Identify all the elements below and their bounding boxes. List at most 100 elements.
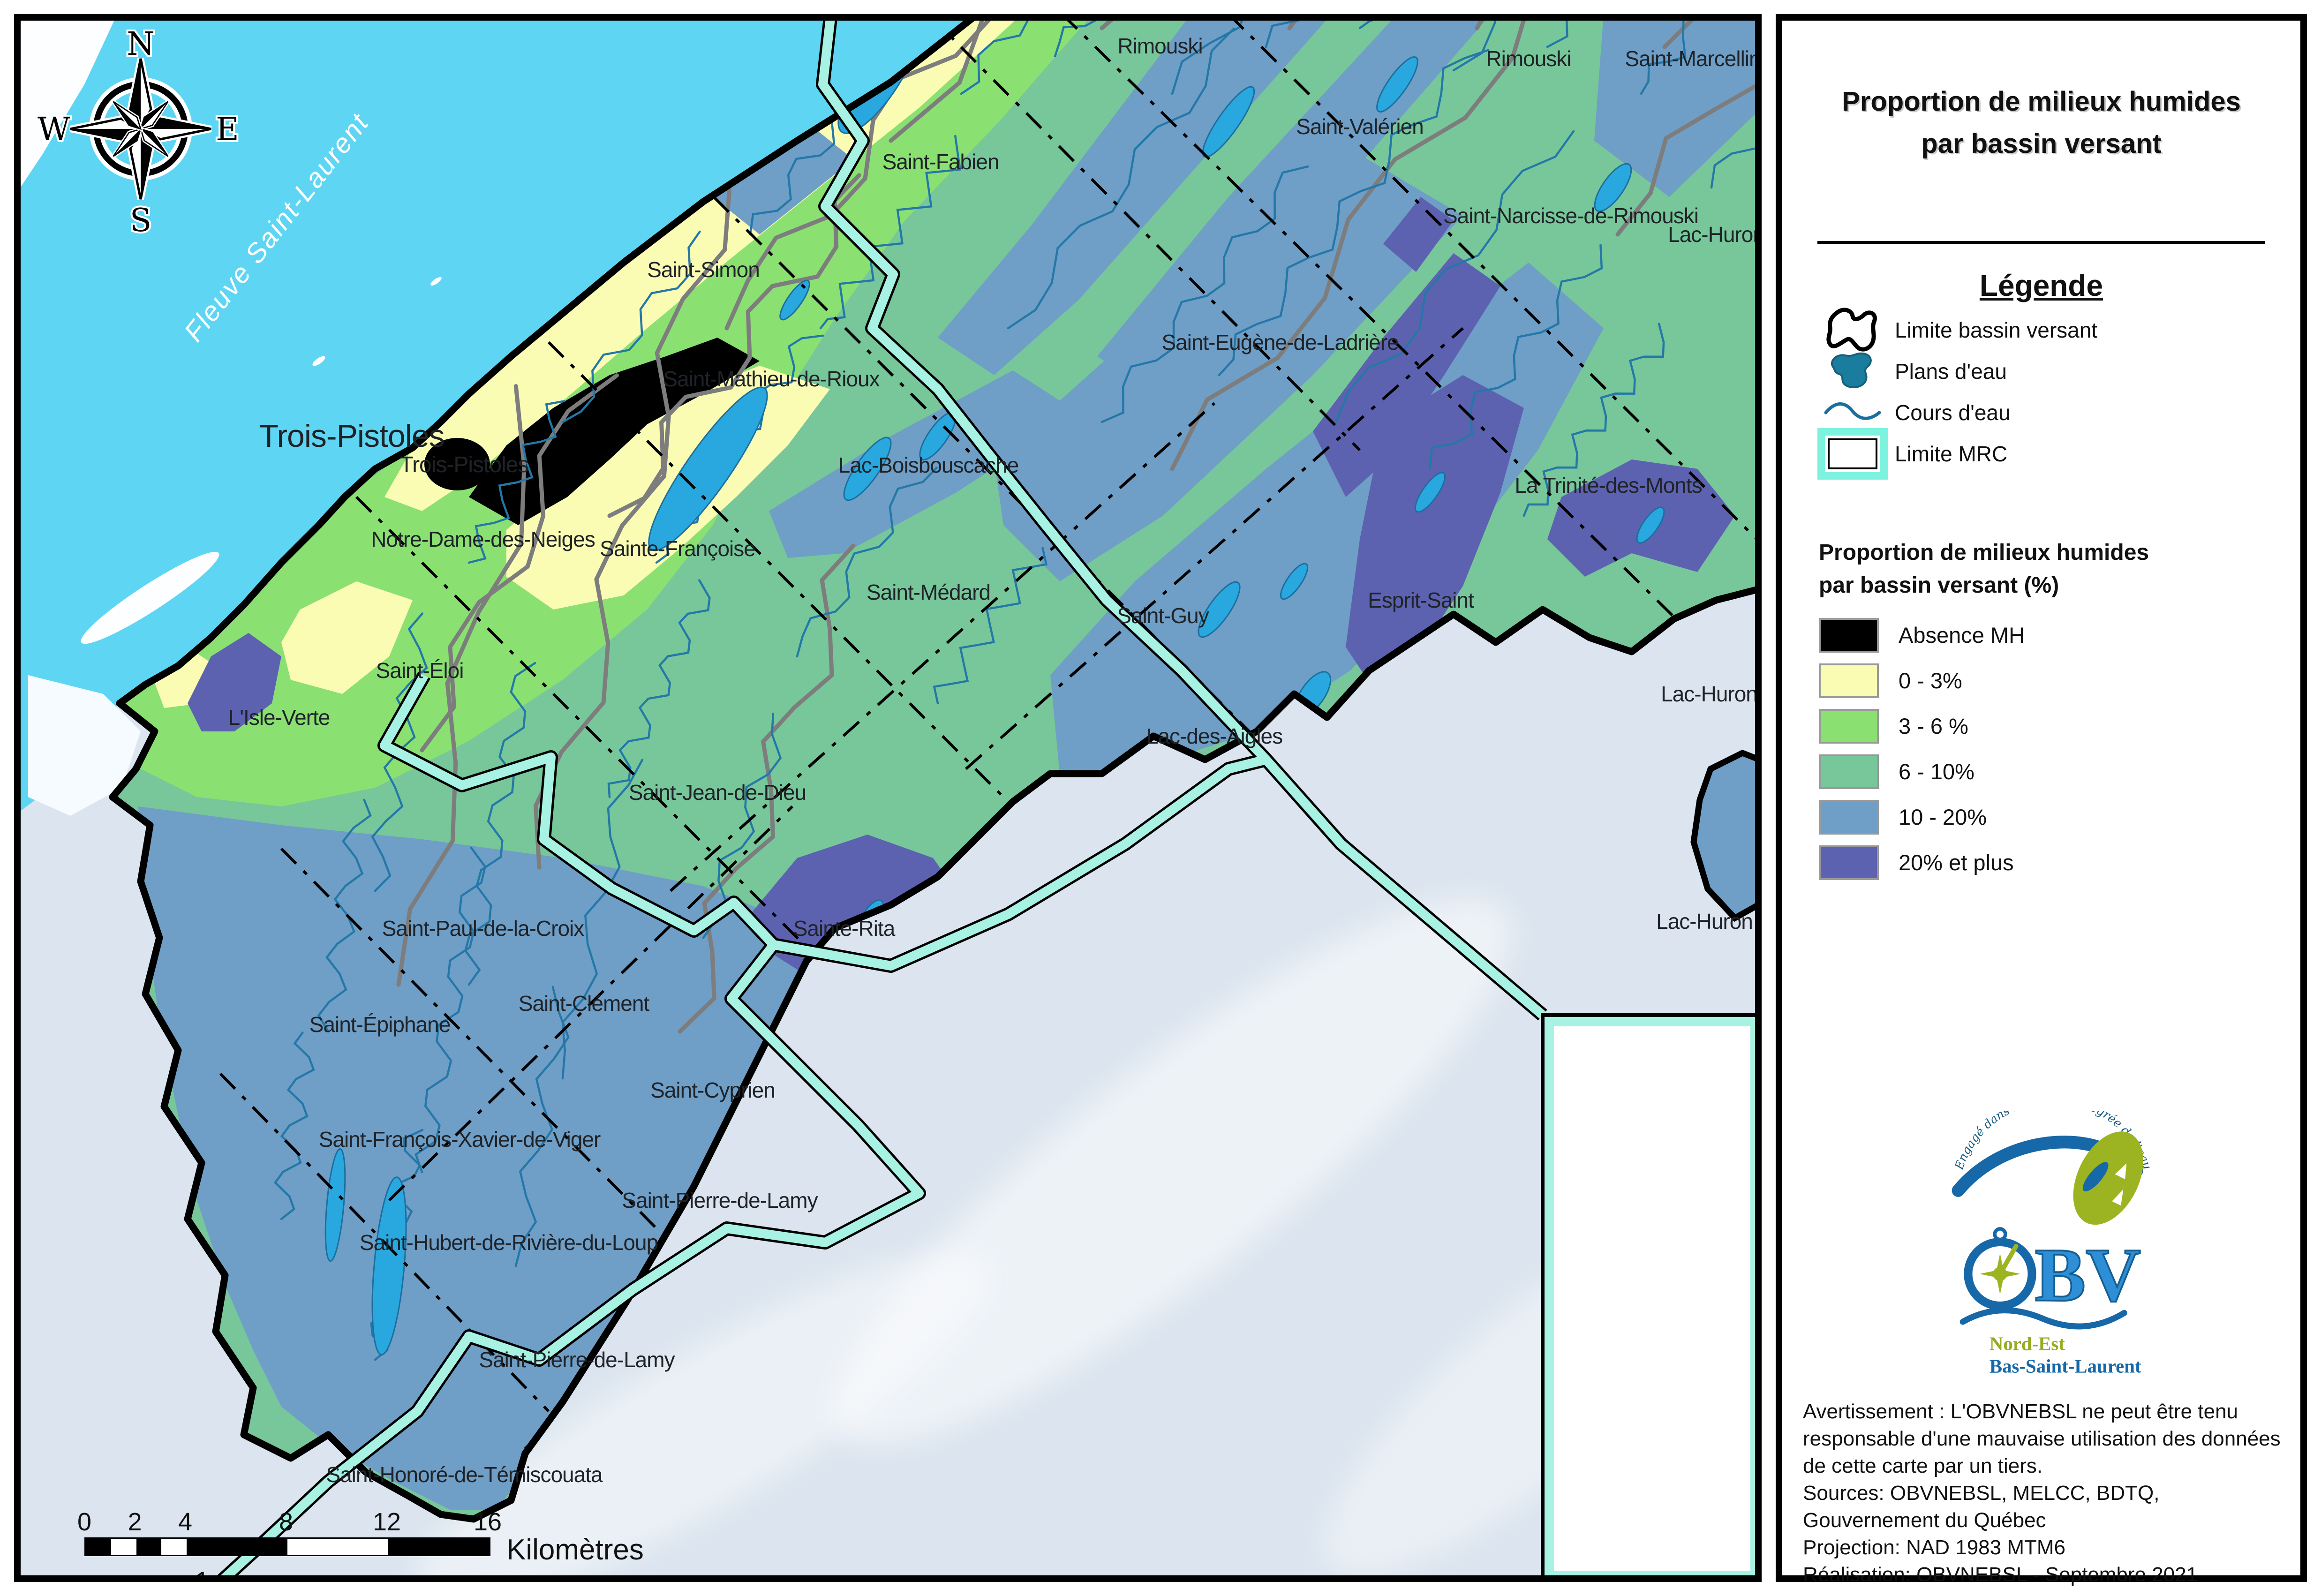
- place-label: L'Isle-Verte: [228, 705, 331, 730]
- map-title-line1: Proportion de milieux humides: [1842, 86, 2241, 117]
- scale-tick: 2: [128, 1508, 142, 1536]
- map-canvas[interactable]: N S E W Fleuve Saint-Laurent Trois-Pisto…: [14, 14, 1762, 1582]
- logo-org-line1: Nord-Est: [1989, 1333, 2065, 1355]
- subbasin-boundaries: [396, 21, 1755, 1034]
- place-label: Lac-Huron: [1668, 222, 1762, 247]
- place-label: Rimouski: [1486, 46, 1571, 71]
- place-label: Saint-Marcellin: [1625, 46, 1761, 71]
- class-row: 0 - 3%: [1819, 658, 2025, 703]
- class-row: 3 - 6 %: [1819, 703, 2025, 749]
- scale-segment: [86, 1539, 111, 1555]
- projection-text: Projection: NAD 1983 MTM6: [1803, 1536, 2065, 1559]
- scale-tick: 16: [473, 1508, 502, 1536]
- island: [28, 675, 141, 816]
- place-label: Rimouski: [1117, 34, 1203, 58]
- class-swatch: [1819, 799, 1879, 835]
- class-label: Absence MH: [1899, 623, 2025, 647]
- class-list: Absence MH 0 - 3% 3 - 6 % 6 - 10% 10 - 20% 20…: [1819, 612, 2025, 885]
- watershed-outline-icon: [1810, 307, 1895, 354]
- map-title: Proportion de milieux humides par bassin…: [1782, 81, 2300, 165]
- stream-icon: [1810, 399, 1895, 427]
- place-label: Saint-Cyprien: [650, 1078, 776, 1102]
- place-label: Saint-Eugène-de-Ladrière: [1161, 330, 1399, 354]
- place-label: Saint-Jean-de-Dieu: [628, 780, 806, 805]
- city-dot-trois-pistoles: [424, 438, 490, 490]
- place-label: Lac-Huron: [1656, 909, 1753, 934]
- place-label: Saint-Mathieu-de-Rioux: [663, 367, 880, 391]
- place-label: Saint-Épiphane: [309, 1012, 451, 1037]
- place-label: Sainte-Françoise: [600, 536, 756, 561]
- place-label: Saint-Valérien: [1296, 114, 1424, 139]
- disclaimer-text: Avertissement : L'OBVNEBSL ne peut être …: [1803, 1400, 2281, 1478]
- legend-item-label: Cours d'eau: [1895, 400, 2011, 425]
- compass-s: S: [130, 202, 152, 239]
- island: [81, 551, 219, 644]
- class-row: 6 - 10%: [1819, 749, 2025, 794]
- place-label: Saint-Guy: [1117, 603, 1209, 628]
- scale-tick: 0: [77, 1508, 92, 1536]
- compass-e: E: [216, 111, 239, 148]
- map-credits: Avertissement : L'OBVNEBSL ne peut être …: [1803, 1398, 2281, 1589]
- place-label: Saint-Médard: [866, 580, 991, 604]
- place-label: Saint-Simon: [647, 257, 760, 282]
- islet: [430, 277, 442, 286]
- place-label: Sainte-Rita: [793, 916, 896, 941]
- scale-unit: Kilomètres: [506, 1534, 644, 1566]
- scale-segment: [388, 1539, 489, 1555]
- legend-panel: Proportion de milieux humides par bassin…: [1776, 14, 2307, 1586]
- place-label: Lac-des-Aigles: [1146, 724, 1283, 748]
- place-label: Saint-Éloi: [376, 658, 464, 683]
- watershed-boundary: [109, 21, 1755, 1523]
- class-row: Absence MH: [1819, 612, 2025, 658]
- place-label: Saint-François-Xavier-de-Viger: [318, 1127, 601, 1152]
- place-label: Lac-Huron: [1661, 682, 1757, 706]
- scale-segment: [187, 1539, 287, 1555]
- class-swatch: [1819, 845, 1879, 880]
- logo-bv: BV: [2035, 1233, 2141, 1317]
- compass-w: W: [38, 111, 70, 148]
- class-row: 20% et plus: [1819, 840, 2025, 885]
- class-swatch: [1819, 754, 1879, 789]
- place-label: Trois-Pistoles: [259, 418, 445, 454]
- legend-item-plans-eau: Plans d'eau: [1810, 350, 2007, 392]
- class-label: 3 - 6 %: [1899, 714, 1968, 738]
- class-swatch: [1819, 663, 1879, 698]
- lac-huron-patch: [1690, 749, 1755, 922]
- classes-heading: Proportion de milieux humides par bassin…: [1819, 536, 2149, 602]
- scale-segment: [111, 1539, 136, 1555]
- place-label: Trois-Pistoles: [399, 452, 529, 477]
- classes-heading-line2: par bassin versant (%): [1819, 572, 2059, 598]
- class-label: 6 - 10%: [1899, 759, 1974, 784]
- legend-item-label: Limite MRC: [1895, 442, 2008, 466]
- mrc-limit-icon: [1810, 428, 1895, 480]
- realisation-text: Réalisation: OBVNEBSL - Septembre 2021: [1803, 1563, 2198, 1587]
- place-label: Saint-Pierre-de-Lamy: [479, 1348, 675, 1372]
- scale-segment: [287, 1539, 388, 1555]
- place-label: Esprit-Saint: [1368, 588, 1474, 612]
- logo-obv: BV: [1959, 1227, 2142, 1330]
- place-label: Saint-Narcisse-de-Rimouski: [1443, 203, 1699, 228]
- class-label: 0 - 3%: [1899, 668, 1962, 693]
- class-swatch: [1819, 708, 1879, 744]
- texture-streak: [416, 1253, 990, 1575]
- place-label: Saint-Pierre-de-Lamy: [622, 1188, 818, 1212]
- scale-segment: [161, 1539, 187, 1555]
- legend-item-cours-eau: Cours d'eau: [1810, 391, 2011, 434]
- scale-tick: 8: [279, 1508, 294, 1536]
- separator: [1817, 241, 2265, 244]
- scale-segment: [136, 1539, 162, 1555]
- place-label: La Trinité-des-Monts: [1515, 473, 1702, 497]
- logo-org-line2: Bas-Saint-Laurent: [1989, 1355, 2141, 1377]
- fleuve-saint-laurent-label: Fleuve Saint-Laurent: [178, 107, 375, 347]
- place-label: Saint-Clément: [518, 991, 649, 1016]
- legend-item-label: Plans d'eau: [1895, 359, 2007, 384]
- texture-streak: [833, 900, 1511, 1445]
- obv-logo: Engagé dans la gestion intégrée de l'eau…: [1952, 1111, 2155, 1377]
- scale-tick: 4: [178, 1508, 193, 1536]
- place-label: Saint-Paul-de-la-Croix: [382, 916, 584, 941]
- class-label: 20% et plus: [1899, 850, 2014, 875]
- islet: [312, 356, 325, 366]
- nodata-rect: [1541, 1013, 1755, 1575]
- legend-item-label: Limite bassin versant: [1895, 318, 2098, 342]
